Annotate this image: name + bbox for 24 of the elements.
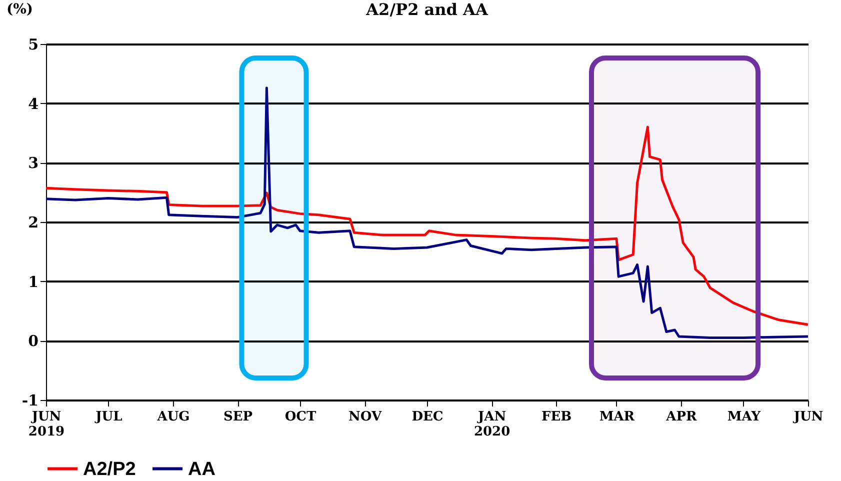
x-tick-label: MAY	[727, 410, 762, 424]
y-tick-label: 4	[28, 94, 38, 113]
x-tick-label: JUL	[94, 410, 122, 424]
x-tick-label: AUG	[156, 410, 190, 424]
legend-label: AA	[188, 458, 216, 480]
y-tick-label: 5	[28, 36, 38, 54]
x-tick-label: JUN 2019	[28, 410, 65, 440]
chart-title: A2/P2 and AA	[365, 0, 488, 19]
x-tick-label: DEC	[412, 410, 444, 424]
x-tick-label: JUN	[792, 410, 824, 424]
y-tick-label: 1	[28, 272, 38, 291]
x-tick-label: OCT	[284, 410, 316, 424]
y-tick-label: 0	[28, 332, 38, 350]
y-axis-title: (%)	[6, 2, 34, 18]
x-tick-label: JAN 2020	[474, 410, 510, 440]
y-tick-label: 2	[28, 214, 38, 232]
x-tick-label: NOV	[348, 410, 382, 424]
x-tick-label: APR	[665, 410, 698, 424]
y-tick-label: 3	[28, 154, 38, 172]
y-tick-label: -1	[22, 392, 38, 410]
legend-label: A2/P2	[83, 458, 136, 480]
x-tick-label: MAR	[599, 410, 635, 424]
x-tick-label: FEB	[542, 410, 572, 424]
x-tick-label: SEP	[224, 410, 253, 424]
